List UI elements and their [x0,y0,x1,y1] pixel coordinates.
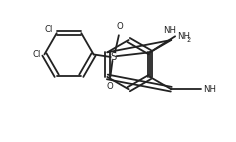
Text: NH: NH [177,32,190,41]
Text: Cl: Cl [33,50,41,59]
Text: Cl: Cl [45,25,53,34]
Text: NH: NH [163,26,176,35]
Text: 2: 2 [187,37,191,43]
Text: O: O [117,22,123,31]
Text: S: S [111,52,117,62]
Text: NH: NH [203,85,216,94]
Text: O: O [106,82,113,91]
